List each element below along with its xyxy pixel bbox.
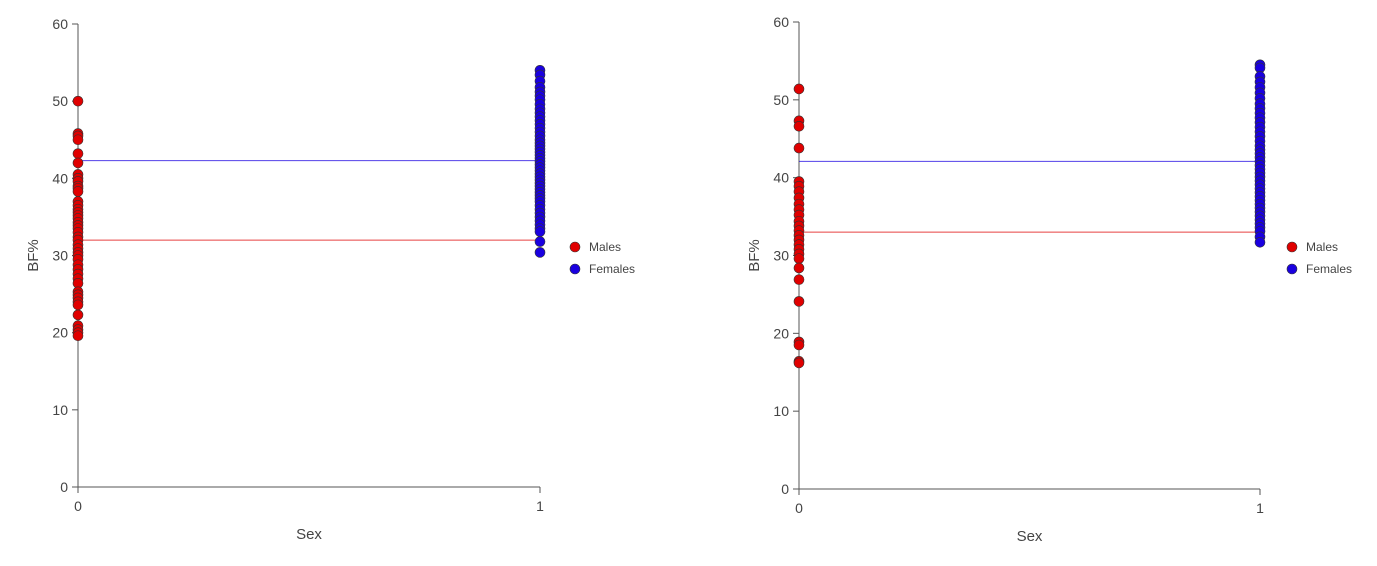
data-point-males: [793, 262, 805, 274]
legend-label-females: Females: [589, 262, 635, 276]
legend-marker-males: [569, 241, 581, 253]
legend-marker-males: [1286, 241, 1298, 253]
x-axis-title: Sex: [296, 526, 322, 543]
data-point-males: [72, 299, 84, 311]
scatter-plot-right: 0 10 20 30 40 50 60 0 1 Sex BF% Males Females: [746, 14, 1352, 545]
y-tick-label: 20: [773, 325, 789, 341]
y-tick-label: 30: [773, 248, 789, 264]
legend-marker-females: [569, 263, 581, 275]
scatter-plot-left: 0 10 20 30 40 50 60 0 1 Sex BF% Males Females: [25, 16, 635, 543]
data-point-males: [793, 296, 805, 307]
x-tick-label: 0: [74, 498, 82, 514]
data-point-males: [793, 83, 805, 95]
y-axis-title: BF%: [746, 239, 763, 272]
y-tick-label: 50: [773, 92, 789, 108]
y-tick-label: 40: [52, 170, 68, 186]
data-point-males: [793, 142, 805, 154]
data-point-males: [72, 95, 84, 107]
y-tick-label: 30: [52, 248, 68, 264]
x-tick-label: 0: [795, 500, 803, 516]
y-tick-label: 40: [773, 170, 789, 186]
data-point-males: [793, 339, 805, 351]
data-point-males: [72, 148, 84, 159]
y-tick-label: 60: [773, 14, 789, 30]
y-tick-label: 60: [52, 16, 68, 32]
y-axis-title: BF%: [25, 239, 42, 272]
data-point-males: [793, 357, 805, 369]
data-point-males: [72, 330, 84, 342]
y-tick-label: 10: [773, 403, 789, 419]
data-point-males: [72, 134, 84, 146]
chart-right: 0 10 20 30 40 50 60 0 1 Sex BF% Males Females: [689, 0, 1377, 566]
y-tick-label: 50: [52, 93, 68, 109]
data-point-males: [793, 253, 805, 264]
data-point-females: [534, 247, 546, 258]
y-tick-label: 0: [60, 479, 68, 495]
y-tick-label: 20: [52, 325, 68, 341]
y-tick-label: 0: [781, 481, 789, 497]
data-point-males: [793, 120, 805, 132]
x-axis-title: Sex: [1017, 528, 1043, 545]
x-tick-label: 1: [1256, 500, 1264, 516]
x-tick-label: 1: [536, 498, 544, 514]
legend-label-females: Females: [1306, 262, 1352, 276]
data-point-females: [534, 236, 546, 247]
data-point-females: [534, 226, 546, 237]
data-point-males: [793, 274, 805, 285]
legend-label-males: Males: [1306, 240, 1338, 254]
legend-marker-females: [1286, 263, 1298, 275]
data-point-females: [1254, 236, 1266, 248]
legend-label-males: Males: [589, 240, 621, 254]
data-point-males: [72, 186, 84, 197]
chart-left: 0 10 20 30 40 50 60 0 1 Sex BF% Males Females: [0, 0, 688, 566]
data-point-males: [72, 157, 84, 169]
y-tick-label: 10: [52, 402, 68, 418]
data-point-males: [72, 309, 84, 321]
